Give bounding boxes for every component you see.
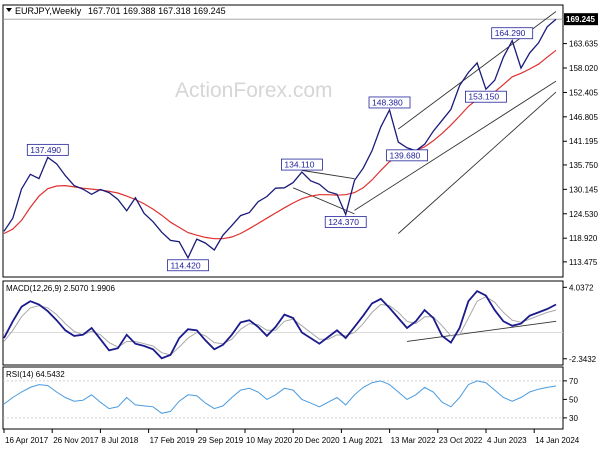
- x-tick-label: 23 Oct 2022: [439, 436, 483, 445]
- price-annotation-box: [324, 216, 367, 228]
- ohlc-values: 167.701 169.388 167.318 169.245: [88, 6, 226, 16]
- trendline: [354, 80, 557, 211]
- x-tick-label: 13 Mar 2022: [391, 436, 436, 445]
- rsi-tick-label: 70: [569, 377, 578, 386]
- trendline: [301, 169, 355, 180]
- symbol-label: EURJPY,Weekly: [15, 6, 82, 16]
- rsi-indicator: [3, 380, 563, 419]
- macd-line: [3, 289, 557, 360]
- rsi-label: RSI(14) 64.5432: [6, 370, 65, 379]
- price-tick-label: 118.920: [569, 234, 598, 243]
- price-tick-label: 158.020: [569, 64, 598, 73]
- x-axis: 16 Apr 2017 26 Nov 2017 8 Jul 2018 17 Feb 2…: [3, 429, 580, 445]
- x-tick-label: 8 Jul 2018: [101, 436, 138, 445]
- price-annotation-box: [281, 158, 323, 171]
- rsi-tick-label: 50: [569, 395, 578, 404]
- x-tick-label: 16 Apr 2017: [5, 436, 49, 445]
- x-tick-label: 26 Nov 2017: [53, 436, 99, 445]
- price-tick-label: 130.145: [569, 185, 598, 194]
- price-annotation-box: [465, 90, 507, 103]
- x-tick-label: 14 Jan 2024: [535, 436, 580, 445]
- price-annotation-label: 124.370: [328, 217, 359, 227]
- price-annotation-label: 139.680: [390, 150, 421, 160]
- price-tick-label: 146.805: [569, 113, 598, 122]
- trendline: [397, 91, 557, 234]
- price-annotation-label: 164.290: [495, 28, 526, 38]
- x-tick-label: 29 Sep 2019: [198, 436, 244, 445]
- price-annotation-box: [491, 27, 534, 40]
- macd-panel-frame: [2, 280, 564, 366]
- price-axis: 163.635 158.020 152.405 146.805 141.195 135.7…: [563, 13, 598, 267]
- macd-axis: 4.0372 -2.3432: [563, 283, 597, 364]
- x-tick-label: 4 Jun 2023: [487, 436, 527, 445]
- price-annotation-box: [167, 259, 209, 272]
- price-panel-frame: [2, 4, 564, 278]
- macd-label: MACD(12,26,9) 2.5070 1.9906: [6, 284, 116, 293]
- price-annotation-label: 114.420: [171, 260, 201, 270]
- price-annotation-label: 134.110: [284, 160, 314, 170]
- price-annotation-label: 153.150: [468, 92, 499, 102]
- price-series: [3, 18, 557, 260]
- price-tick-label: 141.195: [569, 137, 598, 146]
- price-tick-label: 124.530: [569, 210, 598, 219]
- price-trendlines: [292, 11, 557, 234]
- macd-tick-label: -2.3432: [569, 355, 597, 364]
- last-price-label: 169.245: [566, 15, 595, 24]
- rsi-axis: 70 50 30: [563, 377, 578, 423]
- price-tick-label: 113.475: [569, 258, 598, 267]
- trendline: [292, 187, 355, 215]
- macd-indicator: [3, 289, 563, 360]
- x-tick-label: 20 Dec 2020: [294, 436, 340, 445]
- price-tick-label: 152.405: [569, 88, 598, 97]
- price-annotation-box: [368, 96, 411, 109]
- rsi-tick-label: 30: [569, 414, 578, 423]
- price-line: [3, 18, 557, 260]
- macd-signal-line: [3, 296, 557, 356]
- x-tick-label: 1 Aug 2021: [342, 436, 383, 445]
- price-annotations: 137.490 114.420 134.110 124.370 148.380 139.6…: [26, 27, 534, 272]
- last-price-box: [564, 13, 598, 26]
- dropdown-triangle-icon[interactable]: [6, 8, 12, 12]
- price-tick-label: 135.750: [569, 161, 598, 170]
- price-tick-label: 163.635: [569, 40, 598, 49]
- price-annotation-label: 148.380: [372, 97, 403, 107]
- rsi-panel-frame: [2, 366, 564, 430]
- macd-trendline: [406, 320, 557, 342]
- moving-average-line: [3, 49, 557, 240]
- price-annotation-box: [386, 149, 428, 162]
- x-tick-label: 17 Feb 2019: [150, 436, 195, 445]
- price-annotation-label: 137.490: [30, 145, 61, 155]
- x-tick-label: 10 May 2020: [246, 436, 293, 445]
- watermark: ActionForex.com: [175, 79, 333, 102]
- rsi-line: [3, 380, 557, 414]
- macd-tick-label: 4.0372: [569, 283, 594, 292]
- price-annotation-box: [26, 143, 69, 156]
